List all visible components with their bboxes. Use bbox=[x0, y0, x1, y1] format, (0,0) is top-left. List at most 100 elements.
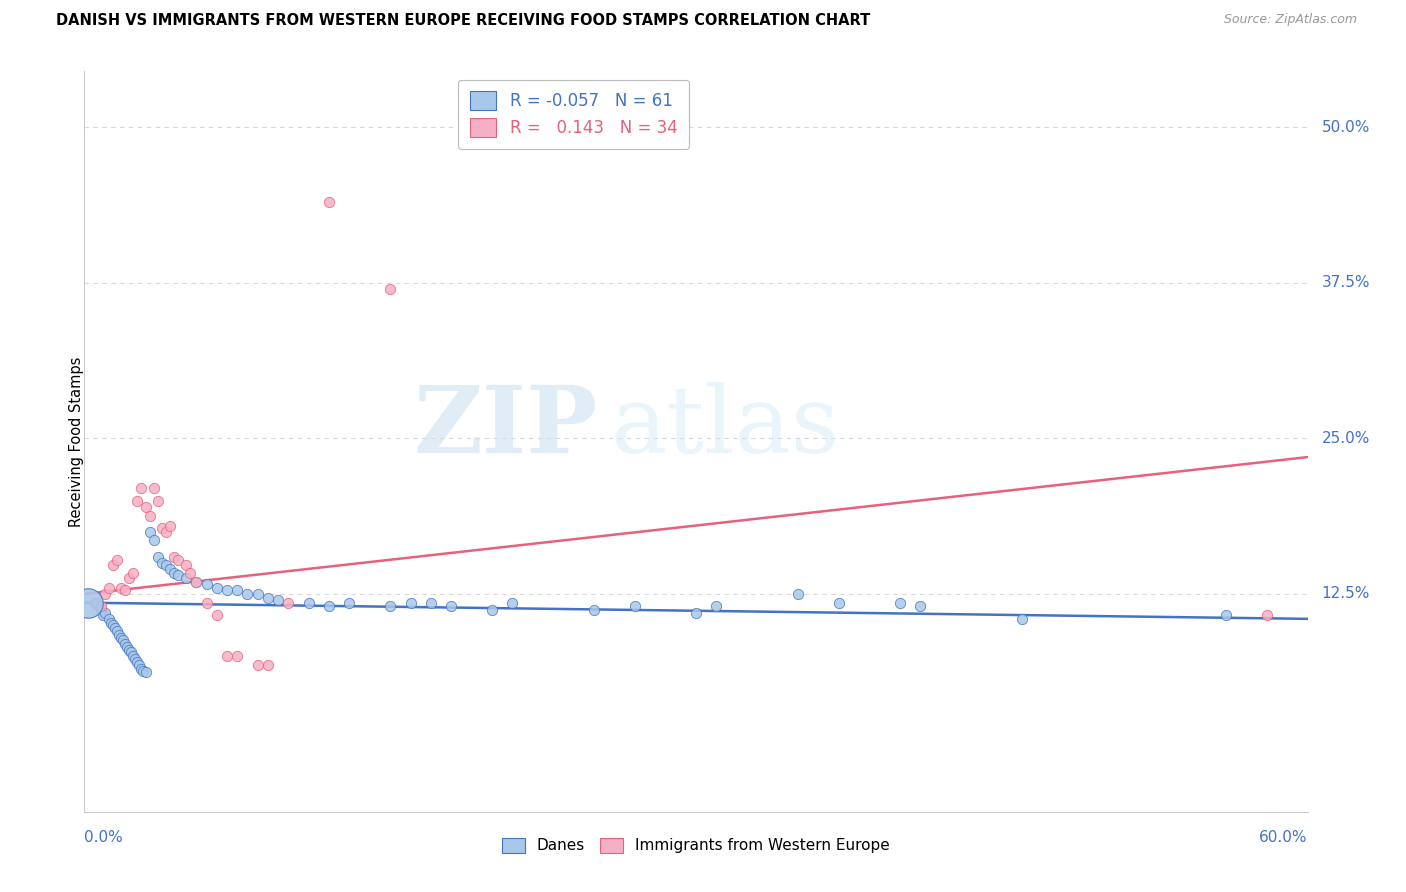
Point bbox=[318, 194, 340, 209]
Point bbox=[100, 615, 122, 630]
Point bbox=[787, 587, 810, 601]
Text: 50.0%: 50.0% bbox=[1322, 120, 1369, 135]
Point bbox=[118, 571, 141, 585]
Point bbox=[155, 558, 177, 573]
Point bbox=[90, 599, 112, 614]
Point bbox=[1011, 612, 1033, 626]
Point bbox=[246, 657, 269, 672]
Point bbox=[159, 518, 181, 533]
Point bbox=[124, 651, 146, 665]
Point bbox=[205, 581, 228, 595]
Point bbox=[97, 612, 120, 626]
Text: Source: ZipAtlas.com: Source: ZipAtlas.com bbox=[1223, 13, 1357, 27]
Point bbox=[127, 493, 149, 508]
Point bbox=[186, 574, 208, 589]
Point bbox=[146, 493, 169, 508]
Point bbox=[90, 603, 112, 617]
Point bbox=[132, 664, 155, 678]
Point bbox=[108, 628, 131, 642]
Text: 37.5%: 37.5% bbox=[1322, 276, 1369, 291]
Point bbox=[114, 637, 136, 651]
Point bbox=[908, 599, 931, 614]
Point bbox=[118, 643, 141, 657]
Point bbox=[889, 596, 911, 610]
Point bbox=[83, 596, 105, 610]
Point bbox=[827, 596, 849, 610]
Point bbox=[110, 631, 132, 645]
Point bbox=[174, 571, 197, 585]
Point bbox=[131, 662, 153, 676]
Point bbox=[120, 645, 142, 659]
Point bbox=[277, 596, 299, 610]
Point bbox=[101, 558, 124, 573]
Point bbox=[131, 481, 153, 495]
Point bbox=[481, 603, 503, 617]
Point bbox=[135, 665, 157, 680]
Point bbox=[135, 500, 157, 514]
Text: 60.0%: 60.0% bbox=[1260, 830, 1308, 846]
Point bbox=[105, 553, 128, 567]
Point bbox=[501, 596, 523, 610]
Point bbox=[399, 596, 422, 610]
Point bbox=[179, 566, 201, 580]
Point bbox=[582, 603, 605, 617]
Point bbox=[704, 599, 728, 614]
Point bbox=[226, 583, 249, 598]
Point bbox=[205, 608, 228, 623]
Point bbox=[257, 591, 280, 605]
Point bbox=[138, 508, 160, 523]
Point bbox=[1256, 608, 1278, 623]
Point bbox=[87, 599, 110, 614]
Point bbox=[142, 481, 165, 495]
Point bbox=[440, 599, 463, 614]
Point bbox=[105, 624, 128, 639]
Point bbox=[217, 649, 239, 664]
Point bbox=[298, 596, 321, 610]
Point bbox=[246, 587, 269, 601]
Point bbox=[122, 649, 145, 664]
Point bbox=[77, 596, 100, 610]
Point bbox=[1215, 608, 1237, 623]
Point bbox=[167, 568, 190, 582]
Point bbox=[122, 566, 145, 580]
Point bbox=[115, 640, 138, 655]
Point bbox=[110, 581, 132, 595]
Point bbox=[195, 577, 218, 591]
Point bbox=[150, 556, 173, 570]
Point bbox=[174, 558, 197, 573]
Point bbox=[159, 562, 181, 576]
Text: 12.5%: 12.5% bbox=[1322, 586, 1369, 601]
Point bbox=[318, 599, 340, 614]
Text: atlas: atlas bbox=[610, 382, 839, 472]
Point bbox=[624, 599, 647, 614]
Point bbox=[267, 593, 290, 607]
Point bbox=[163, 549, 186, 564]
Text: ZIP: ZIP bbox=[413, 382, 598, 472]
Point bbox=[112, 632, 135, 647]
Point bbox=[380, 282, 402, 296]
Point bbox=[186, 574, 208, 589]
Point bbox=[195, 596, 218, 610]
Point bbox=[146, 549, 169, 564]
Point bbox=[685, 606, 707, 620]
Point bbox=[93, 606, 115, 620]
Point bbox=[114, 583, 136, 598]
Point bbox=[236, 587, 259, 601]
Point bbox=[167, 553, 190, 567]
Point bbox=[380, 599, 402, 614]
Point bbox=[150, 521, 173, 535]
Text: 25.0%: 25.0% bbox=[1322, 431, 1369, 446]
Text: 0.0%: 0.0% bbox=[84, 830, 124, 846]
Point bbox=[155, 524, 177, 539]
Point bbox=[104, 621, 127, 635]
Point bbox=[127, 656, 149, 670]
Point bbox=[101, 618, 124, 632]
Point bbox=[339, 596, 360, 610]
Point bbox=[86, 596, 108, 610]
Text: DANISH VS IMMIGRANTS FROM WESTERN EUROPE RECEIVING FOOD STAMPS CORRELATION CHART: DANISH VS IMMIGRANTS FROM WESTERN EUROPE… bbox=[56, 13, 870, 29]
Point bbox=[163, 566, 186, 580]
Point bbox=[257, 657, 280, 672]
Legend: Danes, Immigrants from Western Europe: Danes, Immigrants from Western Europe bbox=[495, 831, 897, 860]
Point bbox=[217, 583, 239, 598]
Point bbox=[128, 657, 150, 672]
